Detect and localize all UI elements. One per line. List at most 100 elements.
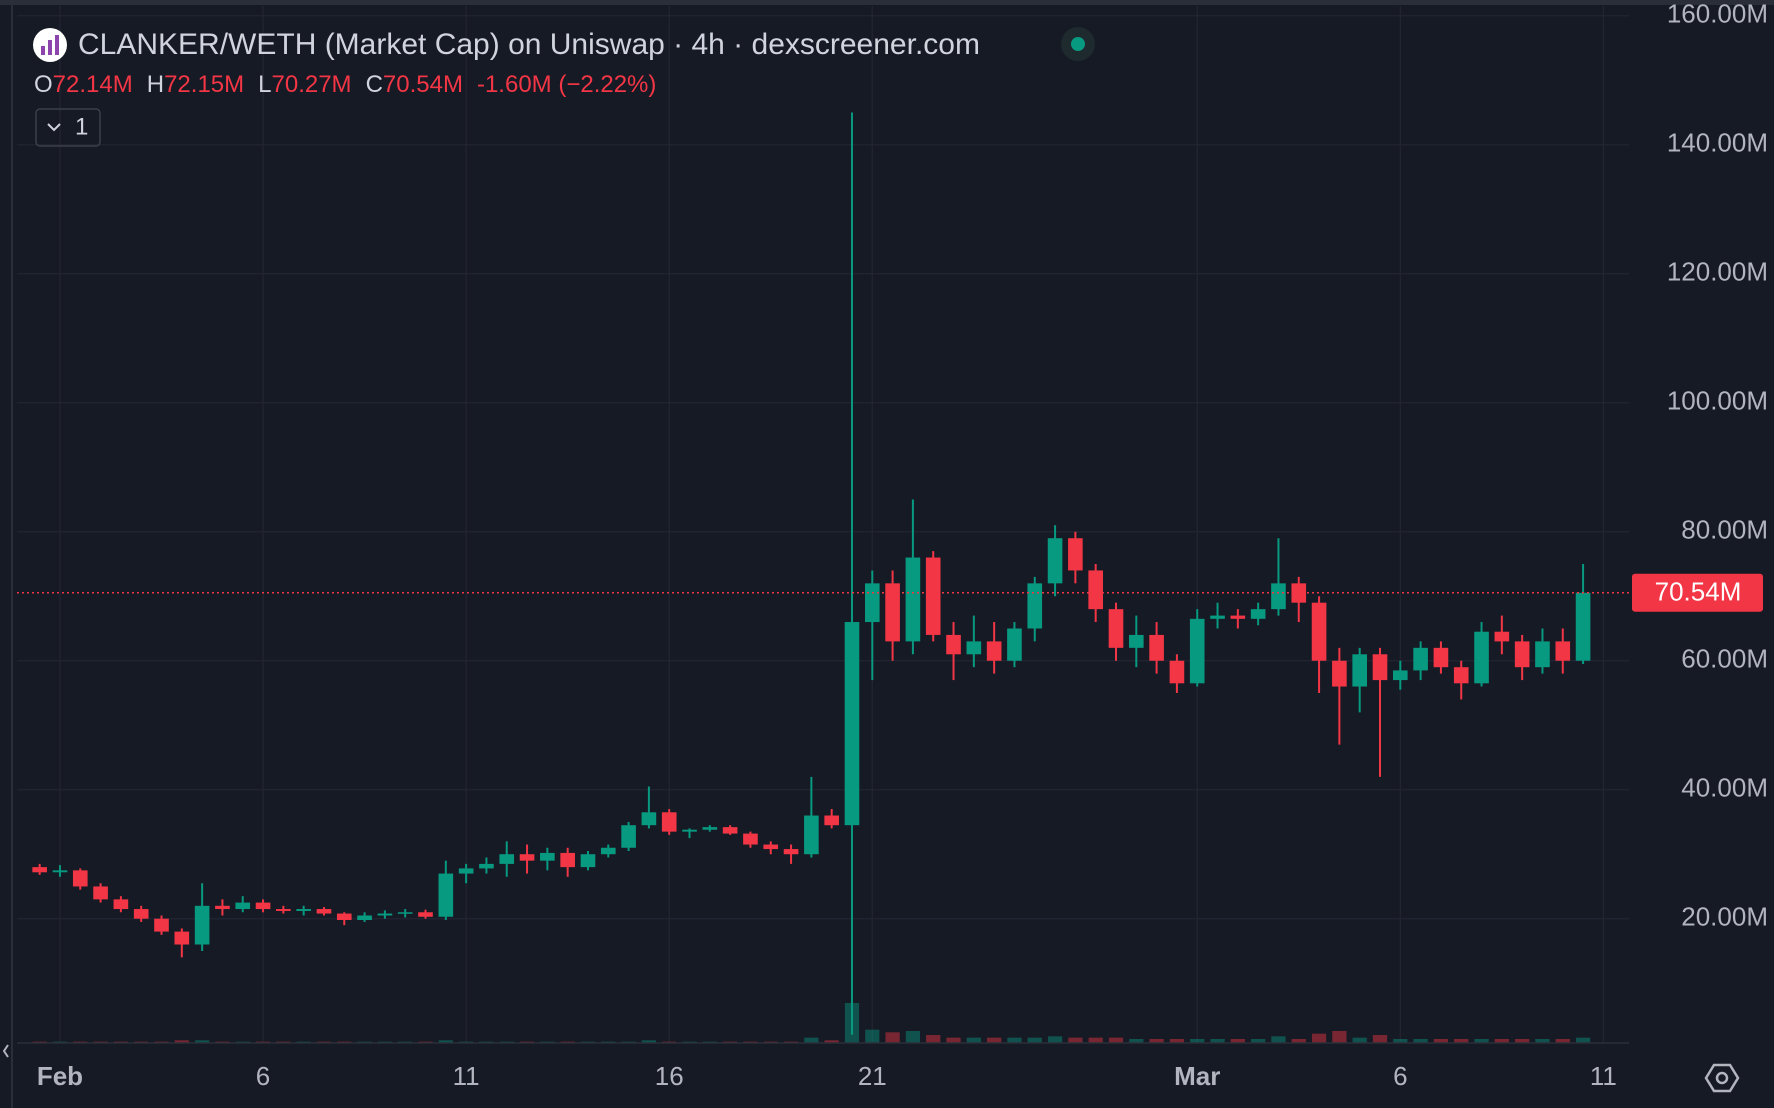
candle-body (641, 812, 657, 826)
candle-body (72, 870, 88, 887)
settings-icon (1704, 1063, 1740, 1093)
candle-body (1352, 654, 1368, 687)
candle-body (1210, 615, 1225, 619)
candle-body (458, 868, 474, 874)
volume-bar (1352, 1037, 1367, 1043)
candle-body (276, 909, 291, 911)
candle-body (113, 899, 129, 910)
x-tick-label: Mar (1174, 1061, 1220, 1091)
volume-bar (1575, 1037, 1591, 1043)
volume-bar (926, 1035, 941, 1043)
candle-body (580, 854, 596, 868)
ohlc-value: 70.54M (383, 71, 463, 98)
ohlc-key: H (147, 71, 164, 98)
candle-body (52, 870, 68, 873)
candle-body (885, 583, 900, 642)
settings-button[interactable] (1704, 1063, 1740, 1093)
volume-bar (174, 1040, 189, 1043)
candles-layer (32, 112, 1591, 1035)
candle-body (1128, 634, 1144, 648)
icon-bar (48, 40, 52, 55)
x-tick-label: 6 (256, 1061, 270, 1091)
change: -1.60M (−2.22%) (477, 71, 656, 98)
candle-body (296, 909, 311, 911)
ohlc-value: 72.14M (53, 71, 133, 98)
chevron-icon (47, 123, 61, 132)
candle-body (1372, 654, 1388, 681)
candle-body (1555, 641, 1571, 661)
candle-body (722, 827, 738, 834)
candle-body (377, 913, 393, 916)
icon-bar (41, 46, 45, 55)
candle-body (1494, 631, 1510, 642)
candle-body (682, 829, 697, 832)
candle-body (966, 641, 982, 655)
candle-body (215, 905, 230, 910)
volume-bar (195, 1040, 210, 1043)
y-tick-label: 120.00M (1667, 257, 1768, 287)
candle-body (1433, 647, 1449, 668)
x-tick-label: 11 (453, 1061, 480, 1091)
candle-body (1007, 628, 1022, 661)
volume-bar (804, 1037, 819, 1043)
volume-bar (905, 1031, 921, 1043)
price-tag-label: 70.54M (1655, 577, 1742, 607)
volume-bar (1129, 1039, 1144, 1043)
candle-body (93, 886, 108, 900)
y-tick-label: 100.00M (1667, 386, 1768, 416)
volume-bar (1433, 1039, 1449, 1043)
volume-bar (987, 1037, 1002, 1043)
candle-body (986, 641, 1002, 661)
candle-body (1575, 592, 1591, 661)
volume-bar (966, 1037, 981, 1043)
candle-body (194, 905, 210, 945)
candle-body (1271, 583, 1286, 610)
volume-bar (1027, 1037, 1042, 1043)
candle-body (1149, 634, 1164, 661)
x-tick-label: 6 (1393, 1061, 1407, 1091)
candle-body (1413, 647, 1428, 671)
volume-bar (1230, 1039, 1245, 1043)
candle-body (1088, 570, 1103, 610)
candle-body (519, 854, 535, 861)
candle-body (1068, 538, 1083, 571)
volume-bar (1108, 1037, 1124, 1043)
y-tick-label: 60.00M (1681, 644, 1768, 674)
volume-bar (1372, 1035, 1388, 1043)
candle-body (1250, 609, 1266, 619)
grid (17, 5, 1629, 1043)
candle-body (661, 812, 677, 832)
candle-body (1027, 583, 1043, 629)
ohlc-key: L (258, 71, 271, 98)
collapse-arrow[interactable] (2, 1044, 9, 1058)
volume-bar (1474, 1039, 1489, 1043)
volume-bar (1047, 1036, 1063, 1043)
settings-icon-center (1715, 1071, 1729, 1085)
candle-body (600, 847, 616, 855)
ohlc-line: O72.14M H72.15M L70.27M C70.54M -1.60M (−2.2… (34, 71, 656, 98)
status-dot (1071, 37, 1085, 51)
x-tick-label: 16 (655, 1061, 684, 1091)
candle-body (174, 931, 190, 945)
volume-bar (438, 1040, 453, 1043)
candle-body (235, 902, 251, 910)
volume-bar (1555, 1039, 1570, 1043)
icon-bar (55, 35, 59, 55)
candle-body (1474, 631, 1489, 684)
indicator-toggle[interactable] (35, 108, 101, 147)
candle-body (479, 863, 494, 869)
candle-body (1108, 609, 1124, 648)
candle-body (905, 557, 921, 642)
candle-body (438, 873, 454, 917)
y-tick-label: 160.00M (1667, 0, 1768, 29)
candle-body (844, 622, 860, 826)
indicator-count: 1 (75, 113, 88, 140)
volume-bar (1210, 1039, 1225, 1043)
ohlc-value: 72.15M (164, 71, 244, 98)
candle-body (1189, 618, 1205, 684)
volume-bar (1413, 1039, 1428, 1043)
candle-body (499, 854, 515, 864)
